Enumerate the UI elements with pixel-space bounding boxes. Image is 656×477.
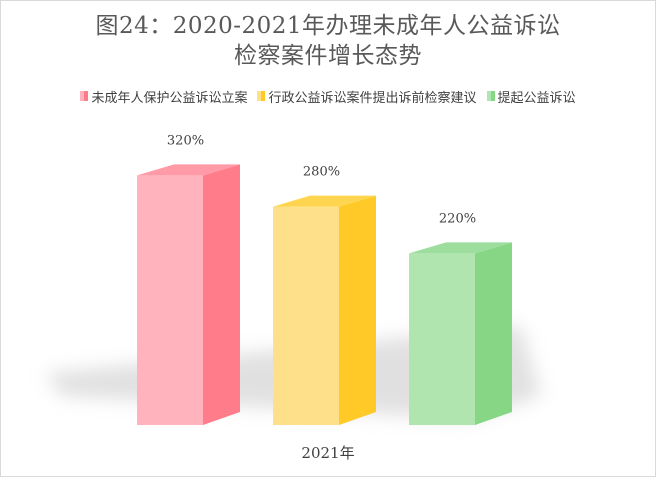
- legend-item-2: 行政公益诉讼案件提出诉前检察建议: [257, 87, 477, 106]
- bar-3-top: [409, 242, 512, 254]
- chart-legend: 未成年人保护公益诉讼立案 行政公益诉讼案件提出诉前检察建议 提起公益诉讼: [1, 85, 655, 107]
- chart-title-line-2: 检察案件增长态势: [234, 43, 422, 69]
- legend-swatch-1: [80, 91, 89, 101]
- bar-1-top: [137, 164, 240, 176]
- bar-3-front: [409, 253, 475, 425]
- bar-2-side: [339, 195, 376, 425]
- bar-1-front: [137, 175, 203, 425]
- legend-item-3: 提起公益诉讼: [486, 87, 576, 106]
- bar-3-value-label: 220%: [439, 211, 476, 226]
- bar-1-value-label: 320%: [167, 133, 204, 148]
- legend-item-1: 未成年人保护公益诉讼立案: [80, 87, 247, 106]
- legend-swatch-2: [257, 91, 266, 101]
- legend-swatch-3: [486, 91, 495, 101]
- bar-2-front: [273, 206, 339, 425]
- legend-label-2: 行政公益诉讼案件提出诉前检察建议: [268, 90, 477, 106]
- x-axis-category-label: 2021年: [301, 444, 355, 462]
- chart-title: 图24：2020-2021年办理未成年人公益诉讼 检察案件增长态势: [1, 11, 655, 71]
- bar-2-value-label: 280%: [303, 165, 340, 180]
- bar-1-side: [203, 164, 240, 425]
- chart-title-line-1: 图24：2020-2021年办理未成年人公益诉讼: [95, 13, 561, 39]
- bar-3-side: [475, 242, 512, 425]
- bar-2-top: [273, 195, 376, 207]
- legend-label-3: 提起公益诉讼: [497, 90, 576, 106]
- legend-label-1: 未成年人保护公益诉讼立案: [91, 90, 248, 106]
